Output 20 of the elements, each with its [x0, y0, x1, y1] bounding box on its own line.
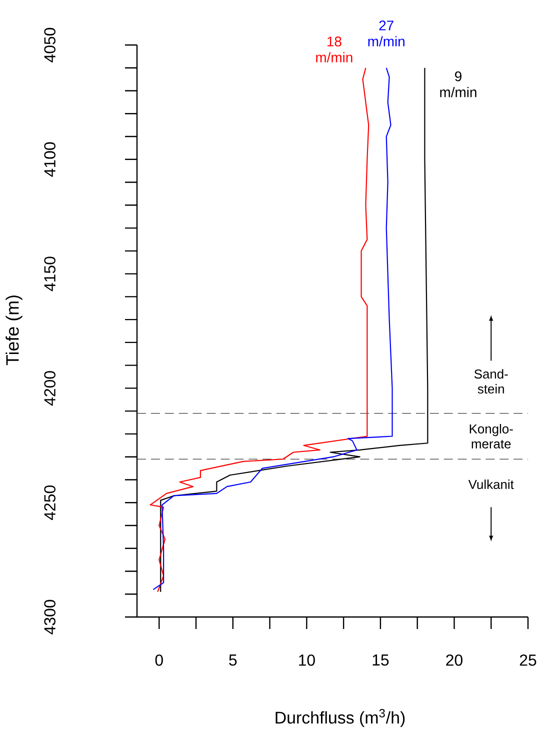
y-tick-label: 4250: [44, 486, 56, 520]
y-axis-title: Tiefe (m): [6, 296, 22, 366]
x-axis-title: Durchfluss (m$^{3}$/h): [276, 708, 405, 727]
text: 27 m/min: [368, 20, 404, 46]
series-label: 18 m/min: [316, 36, 352, 62]
x-tick-label: 25: [520, 654, 536, 666]
y-tick-label: 4100: [44, 142, 56, 177]
y-tick-label: 4050: [44, 28, 56, 62]
annotation: Sand-stein: [474, 369, 508, 394]
x-tick-label: 10: [299, 654, 315, 666]
y-tick-label: 4200: [44, 371, 56, 406]
annotation: Konglo-merate: [470, 424, 513, 448]
x-tick-label: 15: [372, 654, 389, 666]
x-tick-label: 5: [229, 654, 237, 666]
series-label: 9 m/min: [440, 71, 476, 98]
x-tick-label: 20: [446, 654, 462, 666]
annotation: Vulkanit: [468, 480, 514, 490]
y-tick-label: 4150: [44, 256, 56, 292]
x-tick-label: 0: [155, 654, 163, 666]
y-tick-label: 4300: [44, 600, 56, 634]
